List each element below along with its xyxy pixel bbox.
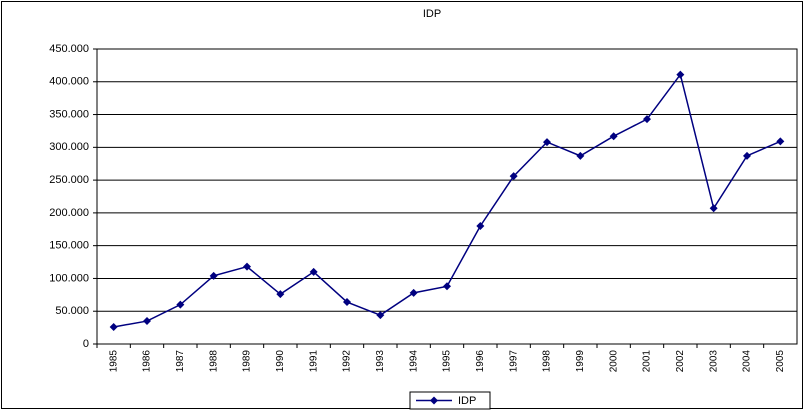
legend-marker <box>430 396 438 405</box>
marker <box>143 317 151 326</box>
marker <box>309 267 318 276</box>
y-tick-label: 300.000 <box>49 141 89 153</box>
x-tick-label: 2001 <box>642 350 653 373</box>
x-tick-label: 1994 <box>408 350 419 373</box>
y-tick-label: 0 <box>83 338 89 350</box>
x-tick-label: 1996 <box>475 350 486 373</box>
plot-area <box>96 48 798 345</box>
y-tick-label: 100.000 <box>49 272 89 284</box>
marker <box>609 132 618 141</box>
y-tick-label: 50.000 <box>55 305 89 317</box>
marker <box>376 311 385 320</box>
marker <box>676 70 685 79</box>
marker <box>243 262 251 271</box>
marker <box>543 138 551 147</box>
marker <box>709 204 718 213</box>
marker <box>176 300 185 309</box>
x-tick-label: 1985 <box>108 350 119 373</box>
y-tick-label: 400.000 <box>49 76 89 88</box>
marker <box>409 288 418 297</box>
y-tick-label: 250.000 <box>49 174 89 186</box>
x-tick-label: 1989 <box>242 350 253 373</box>
marker <box>109 322 118 331</box>
marker <box>576 151 585 160</box>
marker <box>443 282 451 291</box>
y-tick-label: 150.000 <box>49 240 89 252</box>
x-tick-label: 1990 <box>275 350 286 373</box>
y-tick-label: 450.000 <box>49 43 89 55</box>
y-tick-label: 350.000 <box>49 108 89 120</box>
x-tick-label: 2005 <box>775 350 786 373</box>
x-tick-label: 1986 <box>142 350 153 373</box>
marker <box>476 222 485 230</box>
x-tick-label: 1991 <box>308 350 319 373</box>
marker <box>776 137 785 146</box>
marker <box>276 290 285 299</box>
marker <box>343 298 351 307</box>
x-tick-label: 1993 <box>375 350 386 373</box>
x-tick-label: 1988 <box>208 350 219 373</box>
x-tick-label: 1998 <box>542 350 553 373</box>
y-tick-label: 200.000 <box>49 207 89 219</box>
marker <box>743 151 751 160</box>
x-tick-label: 2002 <box>675 350 686 373</box>
x-tick-label: 1995 <box>442 350 453 373</box>
marker <box>209 271 218 280</box>
x-tick-label: 2003 <box>708 350 719 373</box>
x-tick-label: 1992 <box>342 350 353 373</box>
legend-label: IDP <box>458 395 476 407</box>
chart-title: IDP <box>423 8 441 20</box>
x-tick-label: 1987 <box>175 350 186 373</box>
x-tick-label: 2000 <box>608 350 619 373</box>
x-tick-label: 1997 <box>508 350 519 373</box>
x-tick-label: 2004 <box>742 350 753 373</box>
x-tick-label: 1999 <box>575 350 586 373</box>
marker <box>509 172 518 181</box>
marker <box>643 115 651 124</box>
